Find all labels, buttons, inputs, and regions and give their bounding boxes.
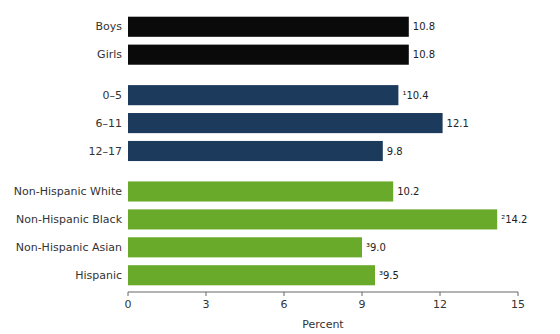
category-label: 0–5	[103, 89, 123, 102]
data-label: 12.1	[447, 118, 469, 129]
x-tick	[362, 292, 363, 296]
x-tick-label: 3	[203, 298, 210, 311]
x-tick	[518, 292, 519, 296]
bar	[128, 209, 497, 229]
bar	[128, 141, 383, 161]
x-tick-label: 0	[125, 298, 132, 311]
category-label: Non-Hispanic Asian	[16, 241, 122, 254]
category-label: Boys	[95, 20, 122, 33]
category-label: Girls	[97, 48, 122, 61]
category-label: 6–11	[96, 117, 123, 130]
category-label: 12–17	[89, 145, 123, 158]
x-tick-label: 6	[281, 298, 288, 311]
bar	[128, 45, 409, 65]
data-label: ¹10.4	[402, 90, 428, 101]
category-label: Non-Hispanic White	[14, 185, 122, 198]
chart-container: 10.8 10.8 ¹10.4 12.1 9.8 10.2 ²14.2 ³9.0 ³9.5 Boy…	[0, 0, 560, 334]
chart: 10.8 10.8 ¹10.4 12.1 9.8 10.2 ²14.2 ³9.0 ³9.5 Boy…	[0, 0, 560, 334]
data-label: 10.8	[413, 21, 435, 32]
data-label: 10.8	[413, 49, 435, 60]
x-tick	[284, 292, 285, 296]
bar	[128, 237, 362, 257]
x-tick-label: 9	[359, 298, 366, 311]
bar	[128, 85, 398, 105]
x-tick-label: 12	[433, 298, 447, 311]
bars	[128, 17, 497, 286]
x-axis-title: Percent	[302, 318, 344, 331]
bar	[128, 17, 409, 37]
data-label: ³9.0	[366, 242, 386, 253]
x-tick-label: 15	[511, 298, 525, 311]
x-axis-line	[128, 292, 518, 293]
x-tick	[440, 292, 441, 296]
bar	[128, 265, 375, 285]
data-label: 9.8	[387, 146, 403, 157]
category-label: Non-Hispanic Black	[16, 213, 123, 226]
bar	[128, 181, 393, 201]
bar	[128, 113, 443, 133]
data-label: ²14.2	[501, 214, 527, 225]
category-label: Hispanic	[75, 269, 122, 282]
x-tick	[206, 292, 207, 296]
x-tick	[128, 292, 129, 296]
data-label: ³9.5	[379, 270, 399, 281]
data-label: 10.2	[397, 186, 419, 197]
